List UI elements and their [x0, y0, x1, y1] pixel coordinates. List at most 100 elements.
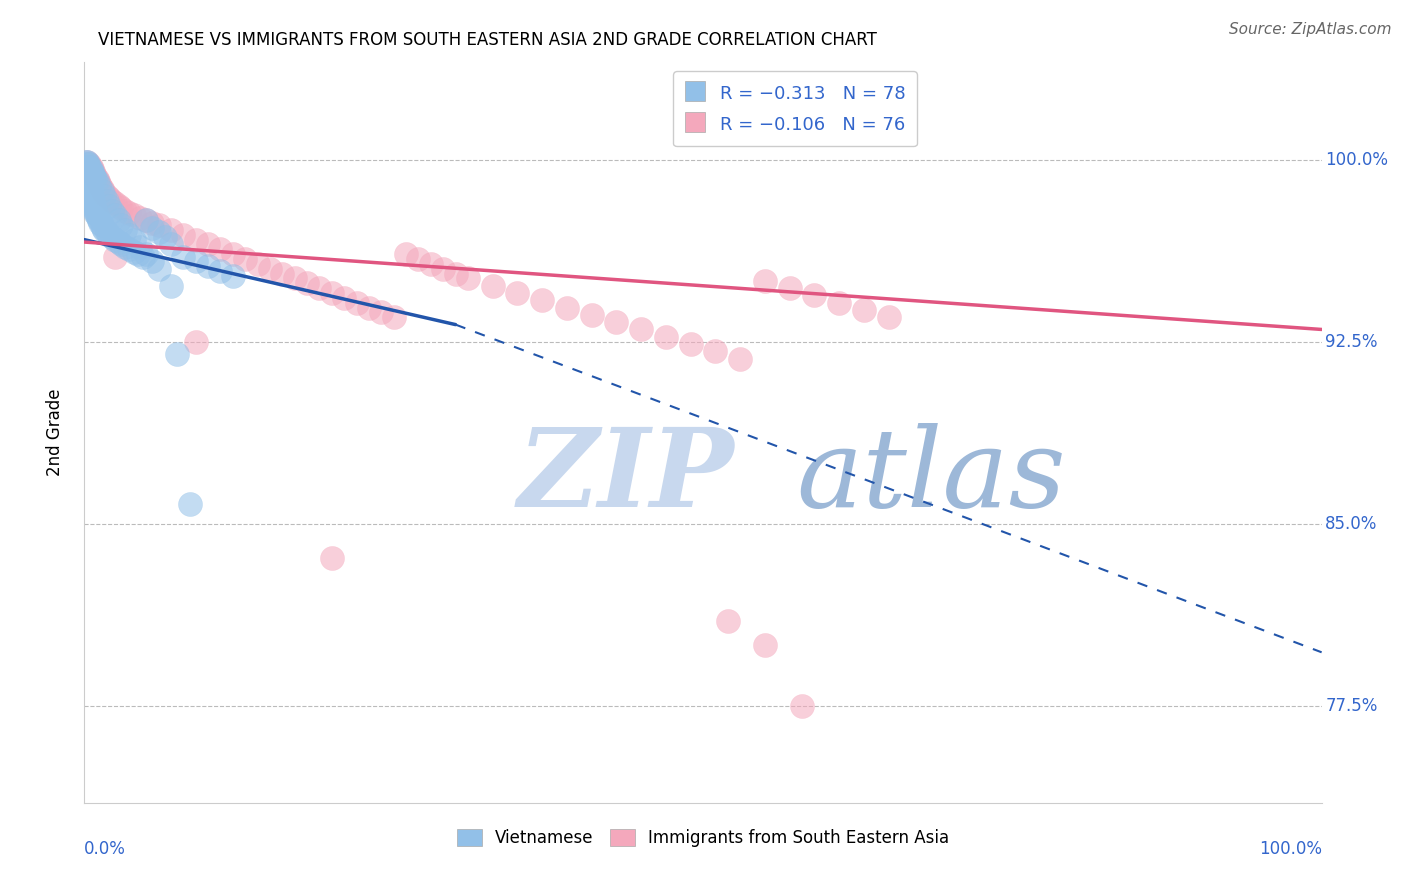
Point [80, 162, 103, 177]
Point [148, 218, 170, 232]
Point [114, 203, 136, 218]
Point [84, 172, 107, 186]
Point [87, 211, 110, 225]
Point [100, 230, 122, 244]
Point [79, 186, 101, 201]
Point [160, 278, 183, 293]
Point [76, 155, 98, 169]
Point [803, 288, 825, 302]
Point [90, 182, 112, 196]
Point [271, 267, 294, 281]
Legend: Vietnamese, Immigrants from South Eastern Asia: Vietnamese, Immigrants from South Easter… [450, 822, 956, 854]
Point [96, 225, 118, 239]
Point [75, 157, 97, 171]
Point [79, 160, 101, 174]
Point [93, 223, 115, 237]
Point [79, 179, 101, 194]
Text: 77.5%: 77.5% [1326, 697, 1378, 714]
Point [90, 218, 112, 232]
Point [172, 250, 194, 264]
Point [408, 252, 430, 266]
Point [77, 167, 100, 181]
Point [135, 213, 157, 227]
Text: atlas: atlas [796, 424, 1066, 531]
Point [77, 157, 100, 171]
Point [110, 201, 132, 215]
Point [131, 250, 153, 264]
Point [395, 247, 418, 261]
Point [295, 277, 318, 291]
Point [87, 174, 110, 188]
Point [432, 261, 454, 276]
Point [82, 196, 104, 211]
Point [98, 199, 121, 213]
Point [110, 237, 132, 252]
Point [382, 310, 405, 325]
Point [114, 240, 136, 254]
Point [172, 227, 194, 242]
Point [98, 227, 121, 242]
Point [100, 194, 122, 208]
Point [357, 301, 380, 315]
Point [122, 208, 145, 222]
Point [76, 164, 98, 178]
Point [79, 177, 101, 191]
Point [630, 322, 652, 336]
Point [259, 261, 281, 276]
Point [89, 216, 111, 230]
Point [77, 172, 100, 186]
Point [222, 268, 245, 283]
Point [108, 235, 131, 249]
Text: 100.0%: 100.0% [1326, 151, 1388, 169]
Point [80, 189, 103, 203]
Point [80, 191, 103, 205]
Point [79, 162, 101, 177]
Point [75, 155, 97, 169]
Point [444, 267, 467, 281]
Point [82, 164, 104, 178]
Point [506, 286, 529, 301]
Point [104, 250, 127, 264]
Point [91, 220, 114, 235]
Point [84, 206, 107, 220]
Point [179, 497, 201, 511]
Point [83, 167, 105, 181]
Point [77, 169, 100, 184]
Point [135, 247, 157, 261]
Point [108, 213, 131, 227]
Point [76, 160, 98, 174]
Point [197, 237, 219, 252]
Point [852, 303, 875, 318]
Point [93, 189, 115, 203]
Text: 92.5%: 92.5% [1326, 333, 1378, 351]
Point [333, 291, 356, 305]
Point [704, 344, 727, 359]
Point [284, 271, 307, 285]
Point [308, 281, 330, 295]
Point [457, 271, 479, 285]
Point [197, 260, 219, 274]
Point [86, 174, 108, 188]
Point [166, 347, 188, 361]
Point [79, 157, 101, 171]
Point [141, 216, 163, 230]
Y-axis label: 2nd Grade: 2nd Grade [45, 389, 63, 476]
Point [779, 281, 801, 295]
Point [89, 177, 111, 191]
Point [531, 293, 554, 308]
Point [679, 337, 702, 351]
Point [100, 203, 122, 218]
Point [370, 305, 392, 319]
Point [321, 550, 343, 565]
Point [346, 295, 368, 310]
Point [555, 301, 578, 315]
Point [122, 244, 145, 259]
Point [104, 233, 127, 247]
Point [82, 167, 104, 181]
Point [114, 223, 136, 237]
Point [80, 164, 103, 178]
Point [84, 169, 107, 184]
Point [83, 169, 105, 184]
Text: 85.0%: 85.0% [1326, 515, 1378, 533]
Point [184, 233, 207, 247]
